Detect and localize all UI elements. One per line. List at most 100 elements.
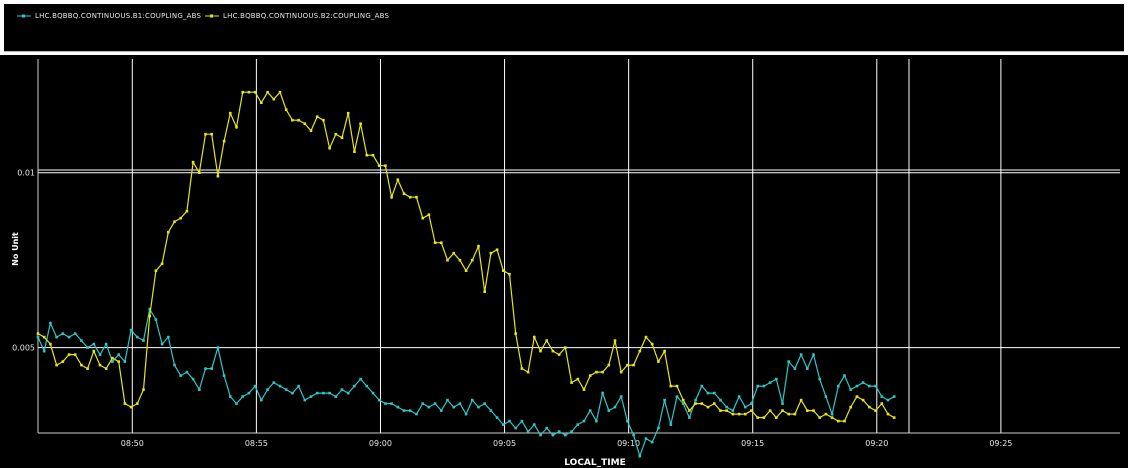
- data-point: [818, 377, 821, 381]
- data-point: [874, 409, 877, 412]
- data-point: [266, 388, 269, 391]
- data-point: [284, 108, 288, 111]
- data-point: [353, 384, 356, 388]
- data-point: [694, 398, 697, 402]
- data-point: [737, 412, 741, 416]
- data-point: [402, 192, 406, 195]
- data-point: [272, 381, 276, 384]
- data-point: [136, 402, 139, 405]
- data-point: [477, 244, 480, 248]
- data-point: [129, 405, 133, 409]
- data-point: [328, 391, 331, 395]
- data-point: [744, 405, 747, 409]
- x-tick-label: 08:50: [121, 439, 144, 448]
- legend-label-b2: LHC.BQBBQ.CONTINUOUS.B2:COUPLING_ABS: [223, 12, 390, 20]
- data-point: [42, 335, 46, 339]
- data-point: [681, 398, 685, 402]
- data-point: [775, 377, 778, 381]
- data-point: [291, 118, 294, 122]
- data-point: [390, 195, 393, 199]
- data-point: [440, 241, 443, 244]
- data-point: [377, 398, 381, 402]
- data-point: [601, 370, 604, 374]
- data-point: [520, 419, 524, 423]
- data-point: [167, 230, 170, 234]
- data-point: [762, 416, 766, 419]
- data-point: [253, 384, 257, 388]
- series-line: [37, 91, 895, 422]
- data-point: [495, 248, 499, 251]
- data-point: [644, 335, 648, 339]
- data-point: [117, 360, 120, 363]
- data-point: [502, 423, 505, 426]
- data-point: [750, 402, 753, 405]
- data-point: [365, 384, 369, 388]
- data-point: [446, 258, 449, 262]
- data-point: [92, 349, 96, 353]
- series-1: [36, 307, 896, 459]
- data-point: [843, 374, 846, 377]
- series-line: [37, 307, 895, 459]
- data-point: [582, 388, 586, 391]
- y-tick-label: 0.01: [17, 169, 35, 178]
- data-point: [626, 419, 629, 423]
- x-tick-label: 09:20: [865, 439, 888, 448]
- data-point: [92, 342, 96, 346]
- data-point: [322, 391, 325, 395]
- x-tick-label: 08:55: [245, 439, 268, 448]
- data-point: [235, 402, 238, 405]
- x-tick-label: 09:05: [493, 439, 516, 448]
- data-point: [154, 318, 158, 321]
- data-point: [632, 363, 635, 367]
- data-point: [129, 328, 133, 332]
- legend-entry-b2[interactable]: LHC.BQBBQ.CONTINUOUS.B2:COUPLING_ABS: [204, 9, 389, 23]
- grid-layer: [38, 59, 1120, 433]
- data-point: [297, 384, 300, 388]
- data-point: [402, 409, 406, 412]
- data-point: [657, 426, 660, 430]
- x-tick-labels: 08:50 08:55 09:00 09:05 09:10 09:15 09:20 09:25: [121, 439, 1013, 448]
- data-point: [104, 342, 108, 346]
- data-point: [315, 115, 319, 118]
- data-point: [700, 384, 704, 388]
- data-point: [371, 153, 375, 157]
- data-point: [359, 122, 362, 125]
- data-point: [452, 251, 455, 255]
- data-point: [67, 353, 71, 356]
- data-point: [675, 384, 679, 388]
- data-point: [191, 160, 195, 164]
- data-point: [266, 90, 269, 94]
- data-point: [73, 332, 77, 335]
- data-point: [868, 384, 871, 388]
- data-point: [700, 402, 704, 405]
- data-point: [346, 391, 350, 395]
- data-point: [179, 374, 182, 377]
- data-point: [570, 430, 573, 433]
- data-point: [731, 412, 735, 416]
- data-point: [892, 395, 896, 398]
- data-point: [806, 367, 809, 370]
- y-tick-label: 0.005: [12, 344, 35, 353]
- data-point: [111, 360, 114, 363]
- data-point: [80, 339, 83, 342]
- data-point: [595, 370, 598, 374]
- line-chart[interactable]: 08:50 08:55 09:00 09:05 09:10 09:15 09:20 09:25…: [0, 55, 1128, 468]
- data-point: [650, 342, 654, 346]
- data-point: [874, 384, 877, 388]
- legend-panel: LHC.BQBBQ.CONTINUOUS.B1:COUPLING_ABS LHC…: [4, 4, 1124, 52]
- legend-entry-b1[interactable]: LHC.BQBBQ.CONTINUOUS.B1:COUPLING_ABS: [16, 9, 201, 23]
- data-point: [154, 269, 158, 272]
- data-point: [564, 433, 567, 437]
- data-point: [837, 384, 840, 388]
- data-point: [812, 353, 815, 356]
- data-point: [136, 335, 139, 339]
- data-point: [111, 356, 114, 360]
- data-point: [601, 391, 604, 395]
- data-point: [408, 409, 412, 412]
- data-point: [489, 251, 493, 255]
- x-tick-label: 09:15: [741, 439, 764, 448]
- legend-marker-b1-icon: [17, 14, 31, 18]
- x-axis-label: LOCAL_TIME: [564, 458, 625, 468]
- data-point: [526, 370, 530, 374]
- data-point: [557, 430, 561, 433]
